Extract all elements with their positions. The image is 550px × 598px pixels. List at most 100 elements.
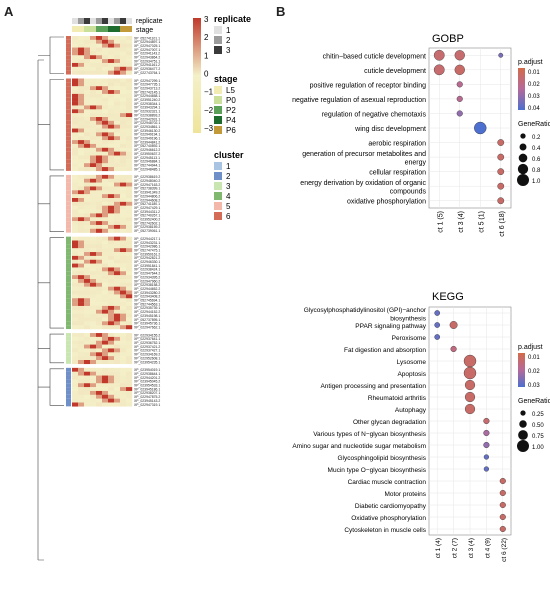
heatmap-cell (114, 190, 121, 195)
heatmap-cell (96, 59, 103, 64)
heatmap-cell (114, 132, 121, 137)
heatmap-cell (102, 279, 109, 284)
cluster-legend-label: 6 (226, 212, 231, 221)
heatmap-cell (114, 371, 121, 376)
stage-legend-swatch (214, 116, 222, 124)
heatmap-cell (72, 82, 79, 87)
heatmap-cell (120, 279, 127, 284)
heatmap-cell (84, 78, 91, 83)
term-label: aerobic respiration (368, 141, 426, 148)
heatmap-cell (84, 379, 91, 384)
heatmap-cell (96, 267, 103, 272)
heatmap-cell (120, 302, 127, 307)
kegg-dotplot: KEGG Glycosylphosphatidylinositol (GPI)−a… (292, 291, 550, 562)
heatmap-cell (72, 159, 79, 164)
heatmap-cell (90, 244, 97, 249)
cluster-strip-cell (66, 182, 71, 187)
cluster-strip-cell (66, 113, 71, 117)
term-label: Other glycan degradation (353, 419, 426, 426)
heatmap-cell (90, 248, 97, 253)
heatmap-cell (78, 387, 85, 392)
heatmap-cell (114, 136, 121, 141)
heatmap-cell (72, 375, 79, 380)
heatmap-cell (114, 55, 121, 60)
heatmap-cell (90, 117, 97, 122)
heatmap-cell (102, 398, 109, 403)
gene-id-label: XP_022947429.1 (134, 206, 160, 210)
heatmap-cell (102, 340, 109, 345)
term-label: Oxidative phosphorylation (351, 515, 426, 522)
term-label: regulation of negative chemotaxis (322, 111, 427, 118)
heatmap-cell (120, 259, 127, 264)
heatmap-cell (126, 282, 133, 287)
heatmap-cell (120, 186, 127, 191)
replicate-annotation-cell (114, 18, 120, 24)
cluster-strip-cell (66, 190, 71, 195)
heatmap-cell (78, 309, 85, 314)
gene-id-label: XP_022938207.1 (134, 391, 160, 395)
heatmap-cell (102, 113, 109, 118)
heatmap-cell (90, 113, 97, 118)
heatmap-cell (108, 402, 115, 407)
heatmap-cell (114, 236, 121, 241)
heatmap-cell (126, 97, 133, 102)
heatmap-cell (108, 190, 115, 195)
cluster-strip-cell (66, 348, 71, 353)
heatmap-cell (90, 47, 97, 52)
heatmap-cell (120, 43, 127, 48)
heatmap-cell (102, 70, 109, 75)
heatmap-cell (126, 360, 133, 365)
heatmap-cell (72, 163, 79, 168)
heatmap-cell (78, 255, 85, 260)
heatmap-cell (108, 375, 115, 380)
cluster-strip-cell (66, 371, 71, 376)
term-label: wing disc development (354, 126, 426, 133)
heatmap-cell (114, 167, 121, 172)
heatmap-cell (126, 101, 133, 106)
heatmap-cell (114, 213, 121, 218)
gene-id-label: XP_022946330.1 (134, 260, 160, 264)
cluster-strip-cell (66, 325, 71, 330)
term-label: Autophagy (395, 407, 427, 414)
cluster-strip-cell (66, 155, 71, 160)
heatmap-cell (126, 143, 133, 148)
heatmap-cell (96, 356, 103, 361)
stage-annotation-cell (78, 26, 84, 32)
heatmap-cell (90, 398, 97, 403)
heatmap-cell (84, 101, 91, 106)
gene-id-label: XP_022934155.2 (134, 333, 160, 337)
heatmap-cell (90, 70, 97, 75)
heat-scale-tick: 3 (204, 15, 209, 24)
heatmap-cell (102, 190, 109, 195)
heatmap-cell (108, 240, 115, 245)
gene-ratio-legend-dot (518, 153, 528, 163)
term-label: oxidative phosphorylation (347, 199, 426, 206)
heatmap-cell (84, 36, 91, 41)
heatmap-cell (126, 255, 133, 260)
heatmap-cell (78, 167, 85, 172)
heatmap-cell (108, 209, 115, 214)
heatmap-cell (72, 209, 79, 214)
heatmap-cell (90, 344, 97, 349)
heatmap-cell (120, 136, 127, 141)
heatmap-cell (96, 302, 103, 307)
heatmap-cell (126, 209, 133, 214)
heatmap-cell (120, 101, 127, 106)
heatmap-cell (120, 221, 127, 226)
cluster-legend-swatch (214, 172, 222, 180)
heatmap-cell (78, 240, 85, 245)
heatmap-cell (126, 371, 133, 376)
heatmap-cell (78, 93, 85, 98)
heatmap-cell (96, 321, 103, 326)
heatmap-cell (114, 228, 121, 233)
heatmap-cell (108, 294, 115, 299)
enrichment-dot (434, 334, 441, 340)
replicate-annotation-cell (84, 18, 90, 24)
heatmap-cell (108, 93, 115, 98)
heatmap-cell (126, 394, 133, 399)
heatmap-cell (102, 248, 109, 253)
heatmap-cell (126, 252, 133, 257)
heatmap-cell (102, 151, 109, 156)
heatmap-cell (84, 240, 91, 245)
heatmap-cell (90, 86, 97, 91)
